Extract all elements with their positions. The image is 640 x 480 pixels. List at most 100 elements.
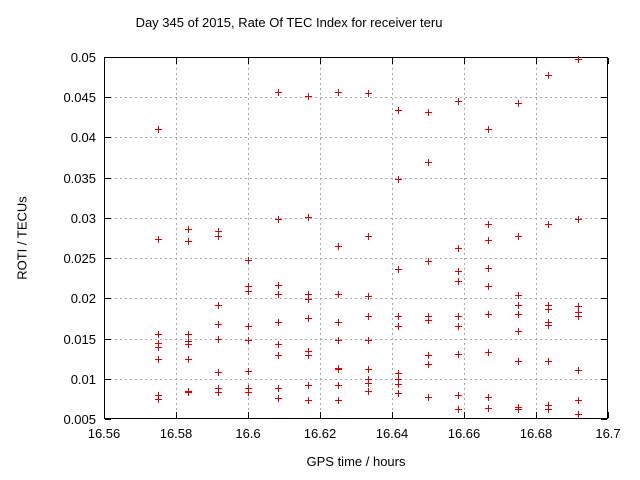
y-gridline bbox=[105, 338, 607, 340]
data-point-marker bbox=[575, 216, 583, 224]
data-point-marker bbox=[515, 311, 522, 319]
data-point-marker bbox=[335, 396, 342, 404]
x-tick-label: 16.64 bbox=[375, 426, 409, 441]
data-point-marker bbox=[425, 351, 432, 359]
data-point-marker bbox=[184, 389, 192, 397]
x-gridline bbox=[536, 58, 537, 418]
data-point-marker bbox=[575, 411, 583, 419]
data-point-marker bbox=[155, 343, 162, 351]
data-point-marker bbox=[485, 394, 493, 402]
x-tick-label: 16.68 bbox=[519, 426, 553, 441]
data-point-marker bbox=[364, 90, 372, 98]
x-tick-label: 16.7 bbox=[595, 426, 621, 441]
data-point-marker bbox=[364, 387, 372, 395]
y-tick-label: 0.005 bbox=[63, 412, 96, 427]
data-point-marker bbox=[184, 355, 192, 363]
data-point-marker bbox=[335, 366, 342, 374]
x-tick-mark bbox=[104, 412, 105, 418]
y-tick-mark bbox=[105, 298, 111, 299]
data-point-marker bbox=[425, 313, 432, 321]
data-point-marker bbox=[544, 305, 552, 313]
y-tick-label: 0.015 bbox=[63, 331, 96, 347]
data-point-marker bbox=[305, 348, 313, 356]
data-point-marker bbox=[395, 390, 403, 398]
data-point-marker bbox=[155, 330, 162, 338]
data-point-marker bbox=[395, 381, 403, 389]
y-tick-mark bbox=[105, 178, 111, 179]
data-point-marker bbox=[485, 404, 493, 412]
data-point-marker bbox=[305, 214, 313, 222]
x-tick-mark-top bbox=[248, 58, 249, 64]
x-tick-label: 16.58 bbox=[159, 426, 193, 441]
y-gridline bbox=[105, 137, 607, 139]
data-point-marker bbox=[274, 282, 282, 290]
data-point-marker bbox=[544, 220, 552, 228]
data-point-marker bbox=[515, 358, 522, 366]
x-tick-mark-top bbox=[392, 58, 393, 64]
data-point-marker bbox=[395, 370, 403, 378]
y-axis-label: ROTI / TECUs bbox=[14, 196, 30, 280]
data-point-marker bbox=[245, 389, 252, 397]
data-point-marker bbox=[544, 405, 552, 413]
data-point-marker bbox=[215, 301, 223, 309]
x-tick-label: 16.66 bbox=[447, 426, 481, 441]
data-point-marker bbox=[245, 367, 252, 375]
data-point-marker bbox=[155, 395, 162, 403]
data-point-marker bbox=[454, 313, 462, 321]
x-tick-mark bbox=[392, 412, 393, 418]
data-point-marker bbox=[425, 108, 432, 116]
y-gridline bbox=[105, 177, 607, 179]
data-point-marker bbox=[575, 313, 583, 321]
data-point-marker bbox=[425, 361, 432, 369]
data-point-marker bbox=[364, 366, 372, 374]
data-point-marker bbox=[215, 369, 223, 377]
x-tick-mark bbox=[248, 412, 249, 418]
x-tick-mark-top bbox=[320, 58, 321, 64]
data-point-marker bbox=[575, 303, 583, 311]
x-tick-label: 16.56 bbox=[87, 426, 121, 441]
data-point-marker bbox=[425, 257, 432, 265]
y-tick-mark-right bbox=[601, 379, 607, 380]
data-point-marker bbox=[485, 220, 493, 228]
y-tick-mark-right bbox=[601, 339, 607, 340]
data-point-marker bbox=[395, 375, 403, 383]
data-point-marker bbox=[184, 238, 192, 246]
data-point-marker bbox=[544, 321, 552, 329]
data-point-marker bbox=[274, 385, 282, 393]
data-point-marker bbox=[515, 328, 522, 336]
data-point-marker bbox=[155, 391, 162, 399]
y-tick-label: 0.03 bbox=[70, 210, 96, 226]
data-point-marker bbox=[184, 330, 192, 338]
y-tick-label: 0.025 bbox=[63, 251, 96, 267]
y-tick-mark-right bbox=[601, 419, 607, 420]
data-point-marker bbox=[364, 313, 372, 321]
data-point-marker bbox=[395, 265, 403, 273]
data-point-marker bbox=[485, 283, 493, 291]
data-point-marker bbox=[335, 337, 342, 345]
x-tick-mark bbox=[176, 412, 177, 418]
data-point-marker bbox=[364, 375, 372, 383]
data-point-marker bbox=[575, 366, 583, 374]
data-point-marker bbox=[454, 406, 462, 414]
data-point-marker bbox=[515, 301, 522, 309]
data-point-marker bbox=[274, 291, 282, 299]
data-point-marker bbox=[425, 317, 432, 325]
data-point-marker bbox=[305, 92, 313, 100]
data-point-marker bbox=[515, 99, 522, 107]
y-tick-mark-right bbox=[601, 137, 607, 138]
y-tick-mark bbox=[105, 218, 111, 219]
data-point-marker bbox=[274, 319, 282, 327]
x-gridline bbox=[464, 58, 465, 418]
y-tick-mark bbox=[105, 137, 111, 138]
data-point-marker bbox=[335, 319, 342, 327]
y-tick-mark bbox=[105, 258, 111, 259]
data-point-marker bbox=[335, 291, 342, 299]
y-gridline bbox=[105, 378, 607, 380]
data-point-marker bbox=[485, 349, 493, 357]
data-point-marker bbox=[485, 237, 493, 245]
x-gridline bbox=[392, 58, 393, 418]
y-tick-mark bbox=[105, 379, 111, 380]
x-gridline bbox=[320, 58, 321, 418]
y-tick-mark-right bbox=[601, 298, 607, 299]
